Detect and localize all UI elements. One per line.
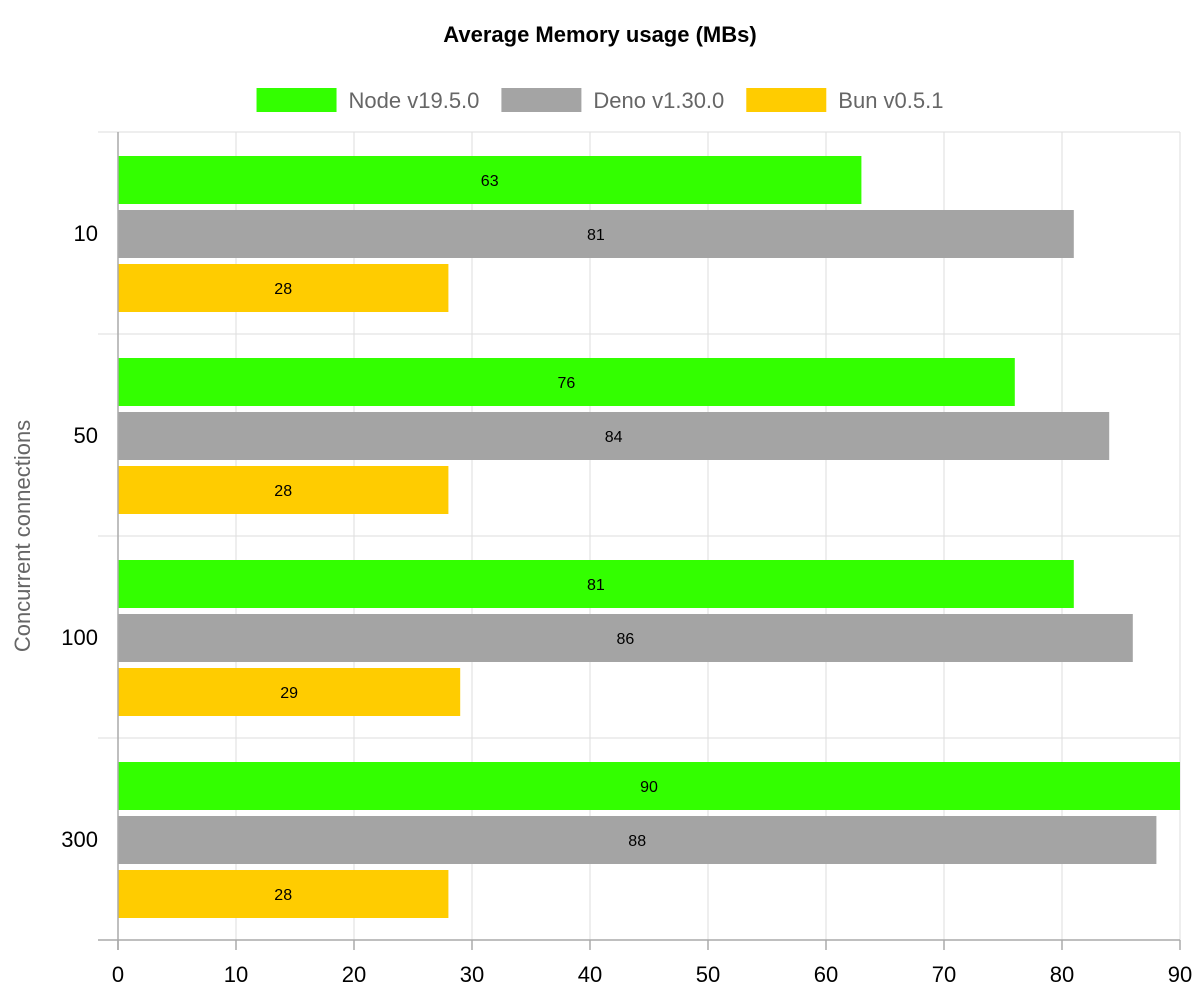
legend-label: Node v19.5.0 bbox=[349, 88, 480, 113]
x-tick-label: 40 bbox=[578, 962, 602, 987]
bar-data-label: 86 bbox=[617, 631, 635, 648]
bar bbox=[118, 614, 1133, 662]
bar-data-label: 63 bbox=[481, 173, 499, 190]
legend: Node v19.5.0 Deno v1.30.0 Bun v0.5.1 bbox=[256, 88, 943, 113]
bar-data-label: 81 bbox=[587, 577, 605, 594]
x-tick-label: 70 bbox=[932, 962, 956, 987]
bar bbox=[118, 264, 449, 312]
bar bbox=[118, 358, 1015, 406]
bar bbox=[118, 762, 1180, 810]
x-tick-label: 50 bbox=[696, 962, 720, 987]
bar bbox=[118, 412, 1110, 460]
bar-data-label: 88 bbox=[628, 833, 646, 850]
x-tick-label: 10 bbox=[224, 962, 248, 987]
x-tick-label: 90 bbox=[1168, 962, 1192, 987]
bar bbox=[118, 156, 862, 204]
bar bbox=[118, 668, 461, 716]
bar-data-label: 28 bbox=[274, 483, 292, 500]
bar-data-label: 84 bbox=[605, 429, 623, 446]
y-category-label: 300 bbox=[61, 827, 98, 852]
bar-data-label: 90 bbox=[640, 779, 658, 796]
chart-title: Average Memory usage (MBs) bbox=[443, 22, 756, 47]
x-tick-label: 0 bbox=[112, 962, 124, 987]
bar bbox=[118, 466, 449, 514]
bar bbox=[118, 560, 1074, 608]
y-axis-title: Concurrent connections bbox=[10, 420, 35, 652]
legend-swatch bbox=[501, 88, 582, 112]
x-tick-label: 20 bbox=[342, 962, 366, 987]
bar-data-label: 28 bbox=[274, 887, 292, 904]
legend-swatch bbox=[256, 88, 337, 112]
y-category-label: 50 bbox=[74, 423, 98, 448]
y-category-label: 10 bbox=[74, 221, 98, 246]
x-tick-label: 80 bbox=[1050, 962, 1074, 987]
legend-label: Deno v1.30.0 bbox=[593, 88, 724, 113]
legend-label: Bun v0.5.1 bbox=[838, 88, 943, 113]
bar bbox=[118, 870, 449, 918]
bar-labels: 63 81 28 76 84 28 81 86 29 90 88 28 bbox=[274, 173, 658, 904]
bar-data-label: 28 bbox=[274, 281, 292, 298]
bar bbox=[118, 816, 1157, 864]
x-tick-label: 60 bbox=[814, 962, 838, 987]
x-tick-label: 30 bbox=[460, 962, 484, 987]
legend-swatch bbox=[746, 88, 827, 112]
bars bbox=[118, 156, 1180, 918]
bar-data-label: 81 bbox=[587, 227, 605, 244]
axes: 0 10 20 30 40 50 60 70 80 90 10 50 100 300 bbox=[61, 132, 1192, 987]
bar-data-label: 29 bbox=[280, 685, 298, 702]
bar-data-label: 76 bbox=[558, 375, 576, 392]
y-category-label: 100 bbox=[61, 625, 98, 650]
bar bbox=[118, 210, 1074, 258]
